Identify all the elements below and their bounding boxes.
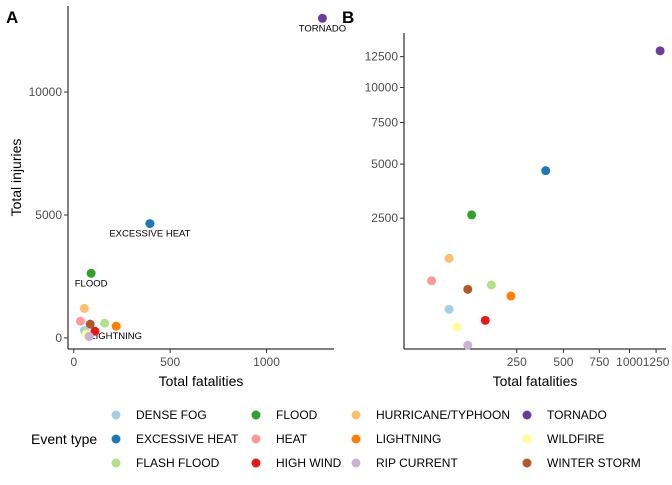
panel-a-point-flash-flood: [100, 318, 110, 328]
legend-item-dense-fog: DENSE FOG: [111, 408, 207, 422]
panel-a-x-tick-label: 1000: [253, 355, 280, 369]
legend-item-winter-storm: WINTER STORM: [522, 456, 641, 470]
panel-b-point-heat: [427, 276, 437, 286]
legend-swatch-high-wind: [251, 458, 261, 468]
panel-b-y-tick-label: 12500: [365, 50, 399, 64]
legend-label-flood: FLOOD: [276, 408, 318, 422]
panel-a-point-label-excessive-heat: EXCESSIVE HEAT: [109, 229, 190, 240]
panel-b-point-lightning: [506, 291, 516, 301]
panel-b-y-tick-label: 5000: [371, 157, 398, 171]
panel-a-point-high-wind: [90, 326, 100, 336]
panel-b-point-flash-flood: [486, 280, 496, 290]
panel-a-x-tick-label: 500: [160, 355, 180, 369]
panel-b-y-tick-label: 7500: [371, 116, 398, 130]
legend-swatch-rip-current: [351, 458, 361, 468]
legend-swatch-excessive-heat: [111, 434, 121, 444]
panel-b-x-tick-label: 250: [507, 355, 527, 369]
legend-swatch-dense-fog: [111, 410, 121, 420]
panel-a-y-tick-label: 0: [55, 331, 62, 345]
legend-item-heat: HEAT: [251, 432, 308, 446]
panel-b-point-excessive-heat: [541, 166, 551, 176]
legend-swatch-wildfire: [522, 434, 532, 444]
panel-b-point-tornado: [655, 46, 665, 56]
panel-b-y-tick-label: 2500: [371, 211, 398, 225]
legend-label-winter-storm: WINTER STORM: [547, 456, 641, 470]
panel-a-point-flood: [86, 268, 96, 278]
legend-swatch-heat: [251, 434, 261, 444]
legend-swatch-hurricane-typhoon: [351, 410, 361, 420]
legend-item-high-wind: HIGH WIND: [251, 456, 342, 470]
panel-a-point-rip-current: [84, 332, 94, 342]
legend-item-flash-flood: FLASH FLOOD: [111, 456, 220, 470]
panel-b-x-tick-label: 1250: [643, 355, 670, 369]
panel-a-x-tick-label: 0: [70, 355, 77, 369]
panel-a-y-axis-title: Total injuries: [8, 139, 24, 217]
panel-a-point-tornado: [317, 13, 327, 23]
panel-a-y-tick-label: 10000: [29, 85, 63, 99]
legend-item-flood: FLOOD: [251, 408, 318, 422]
panel-a-point-hurricane-typhoon: [79, 303, 89, 313]
panel-a-point-label-lightning: LIGHTNING: [90, 331, 142, 342]
panel-a-point-winter-storm: [85, 319, 95, 329]
legend-label-lightning: LIGHTNING: [376, 432, 441, 446]
panel-b-tag: B: [342, 8, 354, 27]
panel-b-point-high-wind: [480, 315, 490, 325]
panel-b-x-axis-title: Total fatalities: [493, 373, 578, 389]
panel-b-point-flood: [467, 210, 477, 220]
panel-a-x-axis-title: Total fatalities: [159, 373, 244, 389]
legend-item-rip-current: RIP CURRENT: [351, 456, 458, 470]
panel-b-x-tick-label: 750: [589, 355, 609, 369]
legend-label-tornado: TORNADO: [547, 408, 607, 422]
panel-a-point-excessive-heat: [145, 219, 155, 229]
legend-item-lightning: LIGHTNING: [351, 432, 441, 446]
legend-swatch-flash-flood: [111, 458, 121, 468]
legend-label-dense-fog: DENSE FOG: [136, 408, 207, 422]
legend-swatch-tornado: [522, 410, 532, 420]
legend-item-excessive-heat: EXCESSIVE HEAT: [111, 432, 239, 446]
panel-b-point-rip-current: [463, 340, 473, 350]
panel-a-point-label-flood: FLOOD: [75, 278, 108, 289]
legend-swatch-lightning: [351, 434, 361, 444]
panel-a-point-label-tornado: TORNADO: [299, 23, 346, 34]
panel-b: 250 500 750 1000 1250 2500 5000 7500 10000 12500 T…: [365, 33, 670, 389]
legend-label-flash-flood: FLASH FLOOD: [136, 456, 220, 470]
legend-item-wildfire: WILDFIRE: [522, 432, 604, 446]
legend-label-wildfire: WILDFIRE: [547, 432, 604, 446]
panel-b-y-tick-label: 10000: [365, 80, 399, 94]
legend-swatch-winter-storm: [522, 458, 532, 468]
panel-b-point-hurricane-typhoon: [444, 253, 454, 263]
panel-a-point-heat: [76, 316, 86, 326]
panel-b-point-dense-fog: [444, 304, 454, 314]
legend: Event type DENSE FOG EXCESSIVE HEAT FLASH …: [31, 408, 641, 470]
panel-b-x-tick-label: 500: [553, 355, 573, 369]
legend-label-heat: HEAT: [276, 432, 308, 446]
panel-b-point-winter-storm: [463, 284, 473, 294]
legend-label-high-wind: HIGH WIND: [276, 456, 342, 470]
legend-label-excessive-heat: EXCESSIVE HEAT: [136, 432, 239, 446]
legend-label-rip-current: RIP CURRENT: [376, 456, 458, 470]
legend-swatch-flood: [251, 410, 261, 420]
panel-a-tag: A: [6, 8, 18, 27]
panel-a-point-lightning: [111, 321, 121, 331]
panel-a-y-tick-label: 5000: [35, 208, 62, 222]
legend-item-hurricane-typhoon: HURRICANE/TYPHOON: [351, 408, 510, 422]
legend-item-tornado: TORNADO: [522, 408, 607, 422]
legend-title: Event type: [31, 431, 97, 447]
panel-b-point-wildfire: [452, 322, 462, 332]
legend-label-hurricane-typhoon: HURRICANE/TYPHOON: [376, 408, 510, 422]
panel-b-x-tick-label: 1000: [616, 355, 643, 369]
